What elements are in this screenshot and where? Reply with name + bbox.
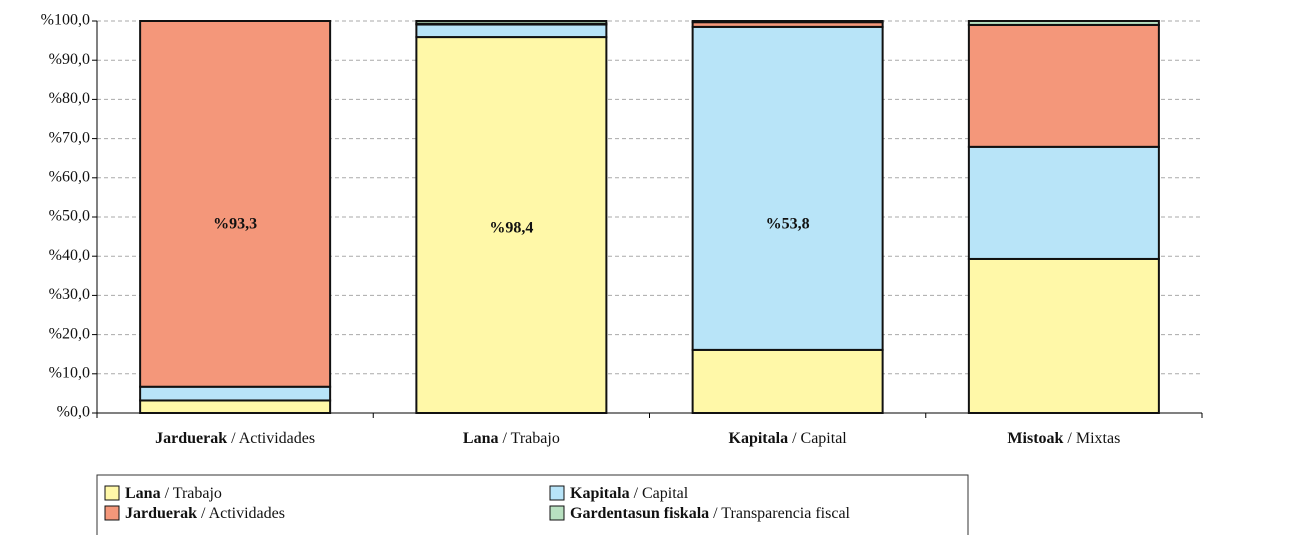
bar-segment	[967, 145, 1160, 260]
x-tick-label: Mistoak / Mixtas	[1007, 430, 1120, 447]
x-tick-label: Kapitala / Capital	[729, 430, 848, 447]
bar-segment	[139, 399, 332, 414]
legend-label: Gardentasun fiskala / Transparencia fisc…	[570, 505, 851, 522]
bar-segment	[139, 20, 332, 388]
x-tick-label: Lana / Trabajo	[463, 430, 560, 447]
x-tick-label: Jarduerak / Actividades	[155, 430, 315, 447]
bar-segment	[415, 23, 608, 39]
bar-segment	[415, 20, 608, 25]
legend-box	[96, 474, 969, 535]
bar-segment	[691, 25, 884, 351]
bar-segment	[967, 20, 1160, 26]
bar-segment	[691, 348, 884, 414]
y-tick-label: %100,0	[41, 12, 90, 29]
legend-swatch	[104, 505, 120, 521]
legend-swatch	[104, 485, 120, 501]
bar-segment	[967, 257, 1160, 414]
y-tick-label: %70,0	[49, 129, 90, 146]
y-tick-label: %80,0	[49, 90, 90, 107]
bar-segment	[967, 23, 1160, 148]
y-tick-label: %50,0	[49, 208, 90, 225]
y-tick-label: %10,0	[49, 364, 90, 381]
data-label: %98,4	[489, 219, 533, 236]
legend-swatch	[549, 505, 565, 521]
y-tick-label: %40,0	[49, 247, 90, 264]
data-label: %93,3	[213, 216, 257, 233]
bar-segment	[139, 385, 332, 402]
y-tick-label: %60,0	[49, 168, 90, 185]
bar-segment	[415, 36, 608, 415]
legend-label: Kapitala / Capital	[570, 485, 689, 502]
y-tick-label: %90,0	[49, 51, 90, 68]
y-tick-label: %20,0	[49, 325, 90, 342]
legend-label: Lana / Trabajo	[125, 485, 222, 502]
legend-swatch	[549, 485, 565, 501]
data-label: %53,8	[766, 216, 810, 233]
y-tick-label: %0,0	[57, 404, 90, 421]
legend-label: Jarduerak / Actividades	[125, 505, 285, 522]
bar-segment	[691, 20, 884, 24]
y-tick-label: %30,0	[49, 286, 90, 303]
